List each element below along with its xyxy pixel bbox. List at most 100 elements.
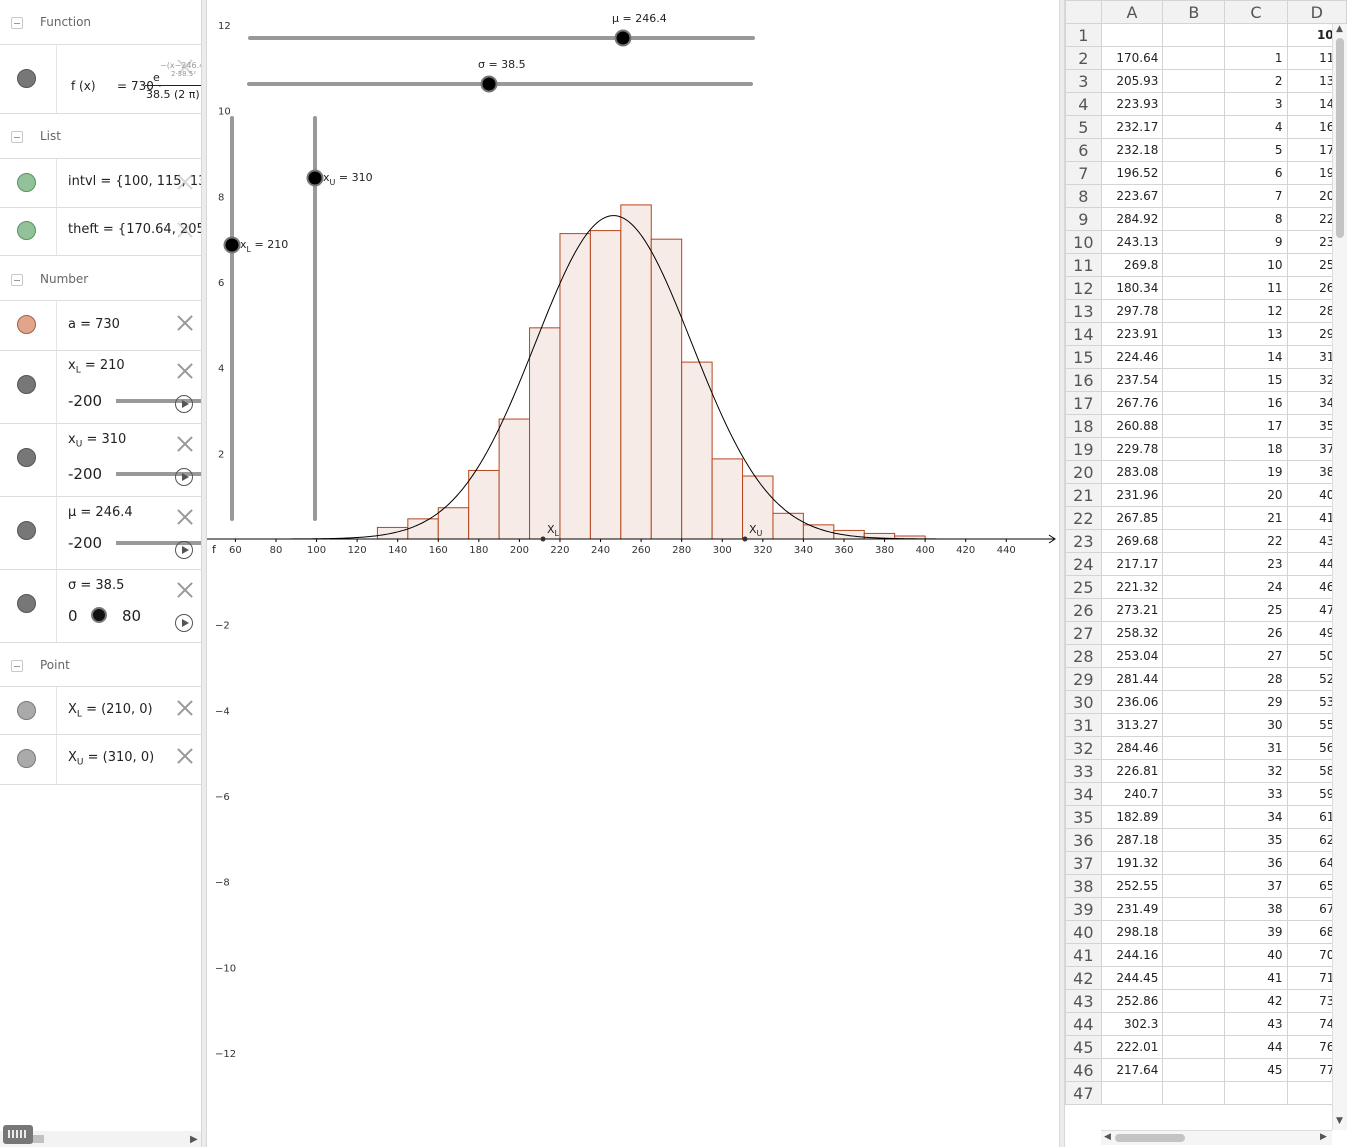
cell-C[interactable]: 9 <box>1224 230 1288 254</box>
slider-xU-track[interactable] <box>116 472 201 476</box>
cell-C[interactable]: 7 <box>1224 184 1288 208</box>
cell-C[interactable]: 3 <box>1224 92 1288 116</box>
row-header[interactable]: 28 <box>1065 644 1102 668</box>
cell-B[interactable] <box>1162 207 1226 231</box>
cell-C[interactable] <box>1224 1081 1288 1105</box>
cell-A[interactable]: 205.93 <box>1100 69 1164 93</box>
cell-B[interactable] <box>1162 506 1226 530</box>
algebra-horizontal-scrollbar[interactable]: ▶ <box>0 1131 201 1147</box>
cell-A[interactable]: 236.06 <box>1100 690 1164 714</box>
cell-B[interactable] <box>1162 966 1226 990</box>
cell-A[interactable]: 223.93 <box>1100 92 1164 116</box>
cell-B[interactable] <box>1162 713 1226 737</box>
cell-A[interactable]: 191.32 <box>1100 851 1164 875</box>
cell-C[interactable]: 12 <box>1224 299 1288 323</box>
row-header[interactable]: 23 <box>1065 529 1102 553</box>
row-header[interactable]: 10 <box>1065 230 1102 254</box>
histogram-bar[interactable] <box>742 475 774 540</box>
scroll-right-icon[interactable]: ▶ <box>190 1134 198 1145</box>
cell-A[interactable]: 180.34 <box>1100 276 1164 300</box>
histogram-bar[interactable] <box>833 529 865 540</box>
cell-B[interactable] <box>1162 529 1226 553</box>
cell-A[interactable]: 273.21 <box>1100 598 1164 622</box>
cell-B[interactable] <box>1162 138 1226 162</box>
spreadsheet-view[interactable]: A B C D 1 100 2 170.64 1 115 3 205.93 2 130 4 223… <box>1065 0 1347 1147</box>
cell-A[interactable]: 313.27 <box>1100 713 1164 737</box>
cell-B[interactable] <box>1162 115 1226 139</box>
cell-A[interactable]: 287.18 <box>1100 828 1164 852</box>
slider-xU-handle[interactable] <box>306 169 324 187</box>
row-header[interactable]: 20 <box>1065 460 1102 484</box>
cell-A[interactable]: 221.32 <box>1100 575 1164 599</box>
collapse-toggle-icon[interactable] <box>11 274 23 286</box>
cell-B[interactable] <box>1162 805 1226 829</box>
cell-C[interactable]: 15 <box>1224 368 1288 392</box>
cell-C[interactable]: 45 <box>1224 1058 1288 1082</box>
cell-B[interactable] <box>1162 690 1226 714</box>
cell-B[interactable] <box>1162 46 1226 70</box>
section-list[interactable]: List <box>0 126 201 150</box>
cell-B[interactable] <box>1162 828 1226 852</box>
histogram-bar[interactable] <box>498 418 531 540</box>
point-XL[interactable] <box>540 536 546 542</box>
visibility-toggle-icon[interactable] <box>17 594 36 613</box>
row-header[interactable]: 32 <box>1065 736 1102 760</box>
cell-C[interactable]: 31 <box>1224 736 1288 760</box>
row-header[interactable]: 34 <box>1065 782 1102 806</box>
cell-B[interactable] <box>1162 161 1226 185</box>
cell-C[interactable]: 35 <box>1224 828 1288 852</box>
spreadsheet-vertical-scrollbar[interactable]: ▲ ▼ <box>1332 24 1347 1130</box>
row-header[interactable]: 46 <box>1065 1058 1102 1082</box>
histogram-bar[interactable] <box>468 469 500 540</box>
cell-C[interactable]: 28 <box>1224 667 1288 691</box>
row-header[interactable]: 33 <box>1065 759 1102 783</box>
cell-C[interactable]: 32 <box>1224 759 1288 783</box>
cell-C[interactable]: 36 <box>1224 851 1288 875</box>
histogram-bar[interactable] <box>711 458 744 540</box>
cell-B[interactable] <box>1162 1081 1226 1105</box>
scroll-up-icon[interactable]: ▲ <box>1336 24 1343 34</box>
algebra-row-sigma[interactable]: σ = 38.5 0 80 <box>0 570 201 643</box>
row-header[interactable]: 3 <box>1065 69 1102 93</box>
cell-B[interactable] <box>1162 414 1226 438</box>
cell-A[interactable]: 284.46 <box>1100 736 1164 760</box>
cell-B[interactable] <box>1162 460 1226 484</box>
cell-B[interactable] <box>1162 552 1226 576</box>
cell-C[interactable]: 41 <box>1224 966 1288 990</box>
cell-B[interactable] <box>1162 368 1226 392</box>
row-header[interactable]: 17 <box>1065 391 1102 415</box>
cell-C[interactable]: 11 <box>1224 276 1288 300</box>
cell-C[interactable]: 22 <box>1224 529 1288 553</box>
delete-icon[interactable] <box>176 435 194 453</box>
cell-A[interactable]: 226.81 <box>1100 759 1164 783</box>
row-header[interactable]: 44 <box>1065 1012 1102 1036</box>
cell-A[interactable]: 267.85 <box>1100 506 1164 530</box>
cell-B[interactable] <box>1162 69 1226 93</box>
cell-A[interactable]: 283.08 <box>1100 460 1164 484</box>
cell-A[interactable]: 170.64 <box>1100 46 1164 70</box>
row-header[interactable]: 14 <box>1065 322 1102 346</box>
cell-B[interactable] <box>1162 322 1226 346</box>
histogram-bar[interactable] <box>437 507 470 540</box>
cell-C[interactable]: 29 <box>1224 690 1288 714</box>
cell-B[interactable] <box>1162 598 1226 622</box>
row-header[interactable]: 35 <box>1065 805 1102 829</box>
cell-A[interactable]: 232.17 <box>1100 115 1164 139</box>
list-theft-definition[interactable]: theft = {170.64, 205.9 <box>68 222 201 237</box>
scrollbar-thumb[interactable] <box>30 1135 44 1143</box>
row-header[interactable]: 38 <box>1065 874 1102 898</box>
cell-B[interactable] <box>1162 989 1226 1013</box>
cell-C[interactable]: 16 <box>1224 391 1288 415</box>
row-header[interactable]: 31 <box>1065 713 1102 737</box>
cell-C[interactable]: 37 <box>1224 874 1288 898</box>
cell-C[interactable]: 27 <box>1224 644 1288 668</box>
cell-A[interactable]: 297.78 <box>1100 299 1164 323</box>
cell-A[interactable]: 222.01 <box>1100 1035 1164 1059</box>
algebra-row-xL[interactable]: xL = 210 -200 <box>0 351 201 424</box>
cell-A[interactable]: 231.96 <box>1100 483 1164 507</box>
column-header[interactable]: A <box>1100 0 1164 24</box>
row-header[interactable]: 26 <box>1065 598 1102 622</box>
cell-A[interactable]: 267.76 <box>1100 391 1164 415</box>
histogram-bar[interactable] <box>529 327 561 540</box>
scrollbar-thumb[interactable] <box>1336 38 1344 238</box>
